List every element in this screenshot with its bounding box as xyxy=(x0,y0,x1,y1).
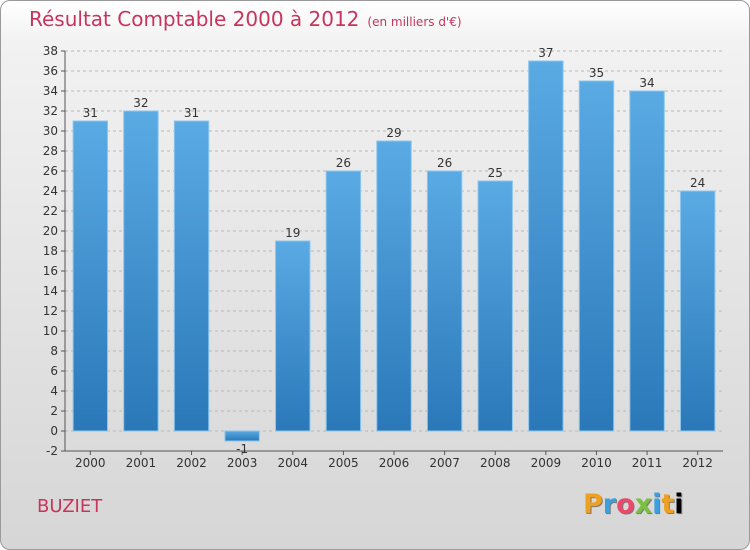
y-tick-label: 0 xyxy=(50,424,58,438)
y-tick-label: 14 xyxy=(43,284,58,298)
y-tick-label: 18 xyxy=(43,244,58,258)
value-label-2004: 19 xyxy=(285,226,300,240)
bar-2003 xyxy=(224,430,260,442)
bars xyxy=(72,60,716,442)
y-tick-label: 2 xyxy=(50,404,58,418)
value-labels: 31 32 31 -1 19 26 29 26 25 37 35 34 24 xyxy=(83,46,706,456)
commune-name: BUZIET xyxy=(37,496,103,517)
y-tick-label: 24 xyxy=(43,184,58,198)
x-tick-label: 2011 xyxy=(632,456,663,470)
y-tick-label: 8 xyxy=(50,344,58,358)
x-tick-label: 2007 xyxy=(429,456,460,470)
logo-letter: o xyxy=(616,489,635,520)
bar-2008 xyxy=(477,180,513,432)
x-tick-label: 2004 xyxy=(277,456,308,470)
chart-title-text: Résultat Comptable 2000 à 2012 xyxy=(29,7,360,31)
bar-2009 xyxy=(528,60,564,432)
y-tick-label: -2 xyxy=(46,444,58,458)
logo-letter: r xyxy=(602,489,617,520)
x-tick-label: 2009 xyxy=(531,456,562,470)
bar-2007 xyxy=(426,170,463,432)
axes: -202468101214161820222426283032343638200… xyxy=(43,44,723,470)
x-tick-label: 2010 xyxy=(581,456,612,470)
y-tick-label: 36 xyxy=(43,64,58,78)
logo-letter: i xyxy=(674,489,684,520)
value-label-2010: 35 xyxy=(589,66,604,80)
bar-2005 xyxy=(325,170,362,432)
x-tick-label: 2003 xyxy=(227,456,258,470)
bar-2012 xyxy=(679,190,716,432)
value-label-2008: 25 xyxy=(488,166,503,180)
x-tick-label: 2001 xyxy=(126,456,157,470)
y-tick-label: 28 xyxy=(43,144,58,158)
y-tick-label: 32 xyxy=(43,104,58,118)
y-tick-label: 4 xyxy=(50,384,58,398)
value-label-2001: 32 xyxy=(133,96,148,110)
logo-letter: i xyxy=(652,489,662,520)
y-tick-label: 26 xyxy=(43,164,58,178)
value-label-2009: 37 xyxy=(538,46,553,60)
chart-title: Résultat Comptable 2000 à 2012 (en millie… xyxy=(29,7,462,31)
bar-2006 xyxy=(376,140,412,432)
bar-2000 xyxy=(72,120,109,432)
bar-2001 xyxy=(123,110,159,432)
logo-letter: x xyxy=(634,489,653,520)
y-tick-label: 16 xyxy=(43,264,58,278)
value-label-2000: 31 xyxy=(83,106,98,120)
value-label-2011: 34 xyxy=(639,76,654,90)
logo-letter: P xyxy=(583,489,603,520)
y-tick-label: 30 xyxy=(43,124,58,138)
value-label-2002: 31 xyxy=(184,106,199,120)
bar-2011 xyxy=(629,90,665,432)
bar-2002 xyxy=(173,120,210,432)
bar-2010 xyxy=(578,80,615,432)
x-tick-label: 2006 xyxy=(379,456,410,470)
y-tick-label: 34 xyxy=(43,84,58,98)
chart-subtitle: (en milliers d'€) xyxy=(367,15,462,29)
x-tick-label: 2012 xyxy=(682,456,713,470)
y-tick-label: 38 xyxy=(43,44,58,58)
y-tick-label: 12 xyxy=(43,304,58,318)
x-tick-label: 2000 xyxy=(75,456,106,470)
logo-letter: t xyxy=(661,489,675,520)
y-tick-label: 6 xyxy=(50,364,58,378)
value-label-2007: 26 xyxy=(437,156,452,170)
x-tick-label: 2002 xyxy=(176,456,207,470)
y-tick-label: 10 xyxy=(43,324,58,338)
value-label-2012: 24 xyxy=(690,176,705,190)
value-label-2005: 26 xyxy=(336,156,351,170)
value-label-2003: -1 xyxy=(236,442,248,456)
proxiti-logo: Proxiti xyxy=(583,489,684,520)
y-tick-label: 22 xyxy=(43,204,58,218)
y-tick-label: 20 xyxy=(43,224,58,238)
x-tick-label: 2005 xyxy=(328,456,359,470)
value-label-2006: 29 xyxy=(386,126,401,140)
x-tick-label: 2008 xyxy=(480,456,511,470)
bar-2004 xyxy=(275,240,311,432)
